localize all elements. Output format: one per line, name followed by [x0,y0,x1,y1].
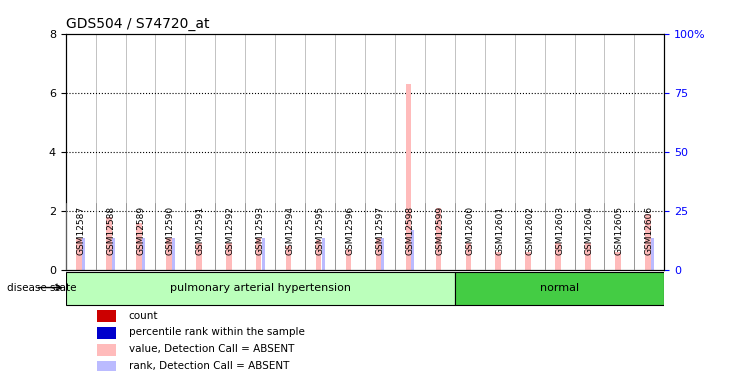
Text: GSM12593: GSM12593 [255,206,265,255]
Text: GSM12588: GSM12588 [106,206,115,255]
Bar [346,249,351,270]
Bar [166,237,172,270]
Text: GSM12596: GSM12596 [345,206,355,255]
Text: GSM12606: GSM12606 [645,206,654,255]
Text: GSM12587: GSM12587 [76,206,85,255]
Bar [226,243,231,270]
Text: GSM12594: GSM12594 [285,206,295,255]
Bar [526,252,531,270]
Text: GSM12604: GSM12604 [585,206,594,255]
Text: GSM12605: GSM12605 [615,206,624,255]
Text: pulmonary arterial hypertension: pulmonary arterial hypertension [170,282,350,292]
Bar [137,223,142,270]
Bar [382,238,385,270]
Bar [77,237,82,270]
Bar [412,230,415,270]
Bar [256,237,261,270]
Text: GDS504 / S74720_at: GDS504 / S74720_at [66,17,210,32]
Bar [645,214,650,270]
Text: GSM12602: GSM12602 [525,206,534,255]
Bar [651,238,654,270]
Text: normal: normal [540,282,579,292]
Text: GSM12591: GSM12591 [196,206,205,255]
Text: GSM12590: GSM12590 [166,206,175,255]
Bar [262,238,265,270]
Text: count: count [128,310,158,321]
Bar [97,361,116,372]
Bar [316,240,321,270]
Bar [322,238,325,270]
Bar [196,243,201,270]
Bar [66,272,455,305]
Text: GSM12597: GSM12597 [375,206,385,255]
Text: GSM12603: GSM12603 [555,206,564,255]
Bar [112,238,115,270]
Text: GSM12599: GSM12599 [435,206,445,255]
Text: rank, Detection Call = ABSENT: rank, Detection Call = ABSENT [128,361,289,371]
Text: GSM12600: GSM12600 [465,206,474,255]
Text: disease state: disease state [7,282,77,292]
Text: value, Detection Call = ABSENT: value, Detection Call = ABSENT [128,344,294,354]
Bar [142,238,145,270]
Bar [172,238,175,270]
Text: GSM12592: GSM12592 [226,206,235,255]
Bar [82,238,85,270]
Text: GSM12598: GSM12598 [405,206,415,255]
Bar [455,272,664,305]
Bar [97,327,116,339]
Bar [496,252,501,270]
Bar [97,344,116,356]
Bar [406,84,411,270]
Bar [286,246,291,270]
Text: GSM12601: GSM12601 [495,206,504,255]
Bar [466,243,471,270]
Bar [107,217,112,270]
Text: GSM12589: GSM12589 [136,206,145,255]
Bar [97,310,116,322]
Bar [376,237,381,270]
Bar [436,208,441,270]
Text: GSM12595: GSM12595 [315,206,325,255]
Bar [615,252,620,270]
Bar [585,243,591,270]
Text: percentile rank within the sample: percentile rank within the sample [128,327,304,338]
Bar [556,243,561,270]
